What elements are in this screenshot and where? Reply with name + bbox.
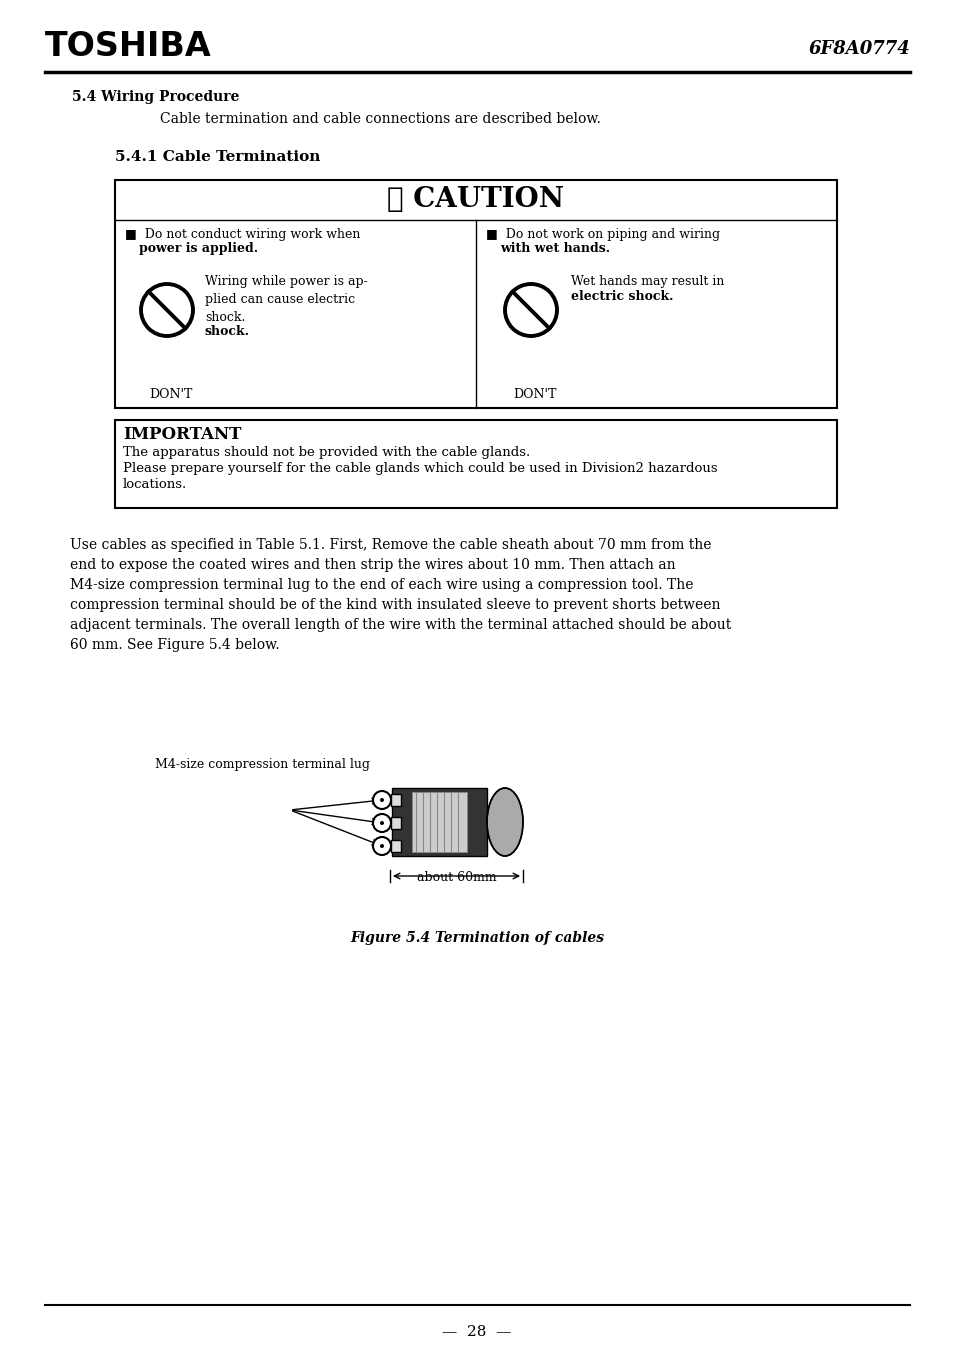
Text: IMPORTANT: IMPORTANT [123,426,241,443]
Text: M4-size compression terminal lug to the end of each wire using a compression too: M4-size compression terminal lug to the … [70,578,693,592]
Text: end to expose the coated wires and then strip the wires about 10 mm. Then attach: end to expose the coated wires and then … [70,558,675,571]
Text: Wiring while power is ap-
plied can cause electric
shock.: Wiring while power is ap- plied can caus… [205,276,367,324]
Text: 60 mm. See Figure 5.4 below.: 60 mm. See Figure 5.4 below. [70,638,279,653]
Text: ■  Do not conduct wiring work when: ■ Do not conduct wiring work when [125,228,360,240]
Text: TOSHIBA: TOSHIBA [45,30,212,63]
Text: shock.: shock. [205,326,250,338]
Circle shape [373,790,391,809]
Ellipse shape [486,788,522,857]
Text: Use cables as specified in Table 5.1. First, Remove the cable sheath about 70 mm: Use cables as specified in Table 5.1. Fi… [70,538,711,553]
Bar [391,794,400,807]
Bar [392,788,486,857]
Text: electric shock.: electric shock. [571,290,673,303]
Circle shape [379,844,384,848]
Text: compression terminal should be of the kind with insulated sleeve to prevent shor: compression terminal should be of the ki… [70,598,720,612]
Text: 6F8A0774: 6F8A0774 [807,41,909,58]
Text: The apparatus should not be provided with the cable glands.: The apparatus should not be provided wit… [123,446,530,459]
Text: DON'T: DON'T [513,388,556,401]
Bar [412,792,467,852]
Circle shape [379,821,384,825]
Text: power is applied.: power is applied. [139,242,258,255]
Circle shape [373,815,391,832]
Bar [115,420,836,508]
Bar [391,817,400,830]
Text: about 60mm: about 60mm [416,871,496,884]
Bar [391,840,400,852]
Text: Figure 5.4 Termination of cables: Figure 5.4 Termination of cables [350,931,603,944]
Circle shape [373,838,391,855]
Text: ■  Do not work on piping and wiring: ■ Do not work on piping and wiring [485,228,720,240]
Text: Cable termination and cable connections are described below.: Cable termination and cable connections … [160,112,600,126]
Text: Wet hands may result in: Wet hands may result in [571,276,723,288]
Text: M4-size compression terminal lug: M4-size compression terminal lug [154,758,370,771]
Circle shape [379,798,384,802]
Text: with wet hands.: with wet hands. [499,242,610,255]
Text: Please prepare yourself for the cable glands which could be used in Division2 ha: Please prepare yourself for the cable gl… [123,462,717,476]
Text: locations.: locations. [123,478,187,490]
Text: DON'T: DON'T [149,388,193,401]
Bar [115,180,836,408]
Text: 5.4.1 Cable Termination: 5.4.1 Cable Termination [115,150,320,163]
Text: adjacent terminals. The overall length of the wire with the terminal attached sh: adjacent terminals. The overall length o… [70,617,731,632]
Text: ⚠ CAUTION: ⚠ CAUTION [387,186,564,213]
Text: 5.4 Wiring Procedure: 5.4 Wiring Procedure [71,91,239,104]
Text: —  28  —: — 28 — [442,1325,511,1339]
